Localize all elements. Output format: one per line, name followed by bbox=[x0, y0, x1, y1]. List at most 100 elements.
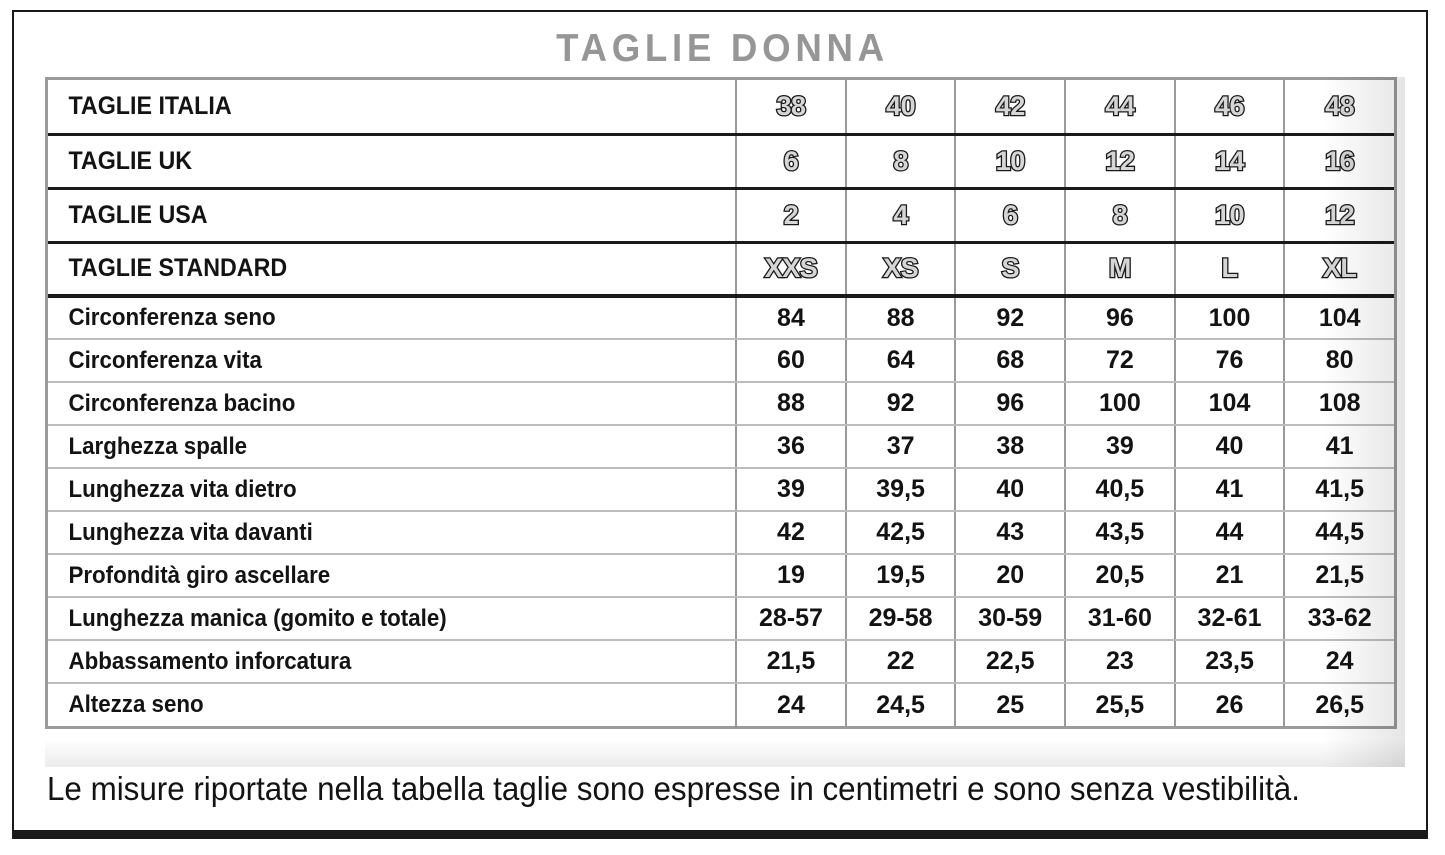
size-value-cell: 10 bbox=[1173, 188, 1285, 244]
measurement-value-cell: 38 bbox=[954, 425, 1066, 469]
measurement-value-cell: 42 bbox=[735, 511, 846, 555]
size-value-cell: 40 bbox=[844, 80, 956, 136]
measurement-value-cell: 108 bbox=[1283, 382, 1394, 426]
size-system-label: TAGLIE USA bbox=[48, 188, 688, 244]
page-frame-bottom-bar bbox=[12, 830, 1428, 839]
measurement-value-cell: 80 bbox=[1283, 339, 1394, 383]
measurement-value-cell: 32-61 bbox=[1173, 597, 1285, 641]
measurement-value-cell: 60 bbox=[735, 339, 846, 383]
size-value-cell: 16 bbox=[1283, 134, 1394, 190]
size-table-body: TAGLIE ITALIA 38 40 42 44 46 48 TAGLIE UK 6 8 10 12… bbox=[48, 80, 1394, 726]
measurement-value-cell: 21,5 bbox=[1283, 554, 1394, 598]
size-value-cell: S bbox=[954, 242, 1066, 298]
table-row: Lunghezza vita dietro 39 39,5 40 40,5 41 41,5 bbox=[48, 468, 1394, 512]
measurement-value-cell: 19,5 bbox=[844, 554, 956, 598]
measurement-value-cell: 44,5 bbox=[1283, 511, 1394, 555]
size-system-label: TAGLIE ITALIA bbox=[48, 80, 688, 136]
measurement-value-cell: 26 bbox=[1173, 683, 1285, 726]
measurement-value-cell: 37 bbox=[844, 425, 956, 469]
size-value-cell: XS bbox=[844, 242, 956, 298]
size-value-cell: 38 bbox=[735, 80, 846, 136]
measurement-value-cell: 41 bbox=[1283, 425, 1394, 469]
measurement-value-cell: 43,5 bbox=[1064, 511, 1175, 555]
measurement-label: Lunghezza vita davanti bbox=[48, 511, 688, 555]
size-value-cell: 8 bbox=[844, 134, 956, 190]
measurement-value-cell: 20 bbox=[954, 554, 1066, 598]
measurement-value-cell: 84 bbox=[735, 296, 846, 340]
measurement-value-cell: 100 bbox=[1064, 382, 1175, 426]
measurement-label: Altezza seno bbox=[68, 691, 204, 718]
measurement-value-cell: 25 bbox=[954, 683, 1066, 726]
measurement-value-cell: 100 bbox=[1173, 296, 1285, 340]
size-table-container: TAGLIE ITALIA 38 40 42 44 46 48 TAGLIE UK 6 8 10 12… bbox=[45, 77, 1397, 729]
measurement-value-cell: 39 bbox=[1064, 425, 1175, 469]
measurement-label: Lunghezza vita dietro bbox=[48, 468, 688, 512]
measurement-value-cell: 40,5 bbox=[1064, 468, 1175, 512]
measurement-value-cell: 96 bbox=[1064, 296, 1175, 340]
table-row: Circonferenza vita 60 64 68 72 76 80 bbox=[48, 339, 1394, 383]
measurement-label: Abbassamento inforcatura bbox=[48, 640, 688, 684]
measurement-value-cell: 42,5 bbox=[844, 511, 956, 555]
size-value-cell: 48 bbox=[1283, 80, 1394, 136]
table-row: Circonferenza seno 84 88 92 96 100 104 bbox=[48, 296, 1394, 340]
measurement-value-cell: 40 bbox=[954, 468, 1066, 512]
measurement-value-cell: 41,5 bbox=[1283, 468, 1394, 512]
size-value-cell: 42 bbox=[954, 80, 1066, 136]
footer-note: Le misure riportate nella tabella taglie… bbox=[47, 770, 1300, 807]
measurement-value-cell: 92 bbox=[844, 382, 956, 426]
measurement-value-cell: 72 bbox=[1064, 339, 1175, 383]
measurement-value-cell: 24 bbox=[735, 683, 846, 726]
measurement-value-cell: 104 bbox=[1173, 382, 1285, 426]
measurement-value-cell: 19 bbox=[735, 554, 846, 598]
measurement-value-cell: 25,5 bbox=[1064, 683, 1175, 726]
measurement-value-cell: 44 bbox=[1173, 511, 1285, 555]
size-value-cell: 10 bbox=[954, 134, 1066, 190]
measurement-value-cell: 21,5 bbox=[735, 640, 846, 684]
measurement-value-cell: 31-60 bbox=[1064, 597, 1175, 641]
measurement-value-cell: 20,5 bbox=[1064, 554, 1175, 598]
measurement-value-cell: 68 bbox=[954, 339, 1066, 383]
measurement-value-cell: 36 bbox=[735, 425, 846, 469]
measurement-value-cell: 64 bbox=[844, 339, 956, 383]
table-row: Larghezza spalle 36 37 38 39 40 41 bbox=[48, 425, 1394, 469]
size-value-cell: 12 bbox=[1283, 188, 1394, 244]
measurement-value-cell: 88 bbox=[844, 296, 956, 340]
measurement-label: Circonferenza vita bbox=[48, 339, 688, 383]
measurement-value-cell: 23 bbox=[1064, 640, 1175, 684]
size-value-cell: XL bbox=[1283, 242, 1394, 298]
measurement-value-cell: 88 bbox=[735, 382, 846, 426]
table-row: TAGLIE STANDARD XXS XS S M L XL bbox=[48, 242, 1394, 298]
measurement-label: Lunghezza manica (gomito e totale) bbox=[48, 597, 688, 641]
measurement-label: Larghezza spalle bbox=[48, 425, 688, 469]
measurement-value-cell: 33-62 bbox=[1283, 597, 1394, 641]
measurement-value-cell: 22,5 bbox=[954, 640, 1066, 684]
measurement-value-cell: 30-59 bbox=[954, 597, 1066, 641]
size-value-cell: 4 bbox=[844, 188, 956, 244]
size-system-label: TAGLIE UK bbox=[48, 134, 688, 190]
size-value-cell: 44 bbox=[1064, 80, 1175, 136]
table-row: Abbassamento inforcatura 21,5 22 22,5 23 23,5… bbox=[48, 640, 1394, 684]
measurement-value-cell: 39,5 bbox=[844, 468, 956, 512]
size-value-cell: M bbox=[1064, 242, 1175, 298]
size-value-cell: 2 bbox=[735, 188, 846, 244]
size-system-label: TAGLIE STANDARD bbox=[48, 242, 688, 298]
table-row: Altezza seno 24 24,5 25 25,5 26 26,5 bbox=[48, 683, 1394, 726]
measurement-value-cell: 41 bbox=[1173, 468, 1285, 512]
measurement-value-cell: 104 bbox=[1283, 296, 1394, 340]
measurement-value-cell: 96 bbox=[954, 382, 1066, 426]
size-value-cell: 14 bbox=[1173, 134, 1285, 190]
size-value-cell: 46 bbox=[1173, 80, 1285, 136]
measurement-label: Profondità giro ascellare bbox=[48, 554, 688, 598]
measurement-value-cell: 24 bbox=[1283, 640, 1394, 684]
table-row: Lunghezza manica (gomito e totale) 28-57 2… bbox=[48, 597, 1394, 641]
measurement-value-cell: 24,5 bbox=[844, 683, 956, 726]
measurement-value-cell: 21 bbox=[1173, 554, 1285, 598]
table-row: TAGLIE USA 2 4 6 8 10 12 bbox=[48, 188, 1394, 244]
table-row: TAGLIE ITALIA 38 40 42 44 46 48 bbox=[48, 80, 1394, 136]
measurement-value-cell: 43 bbox=[954, 511, 1066, 555]
measurement-value-cell: 92 bbox=[954, 296, 1066, 340]
table-row: Lunghezza vita davanti 42 42,5 43 43,5 44 44,5 bbox=[48, 511, 1394, 555]
page-title: TAGLIE DONNA bbox=[556, 27, 889, 70]
table-row: TAGLIE UK 6 8 10 12 14 16 bbox=[48, 134, 1394, 190]
